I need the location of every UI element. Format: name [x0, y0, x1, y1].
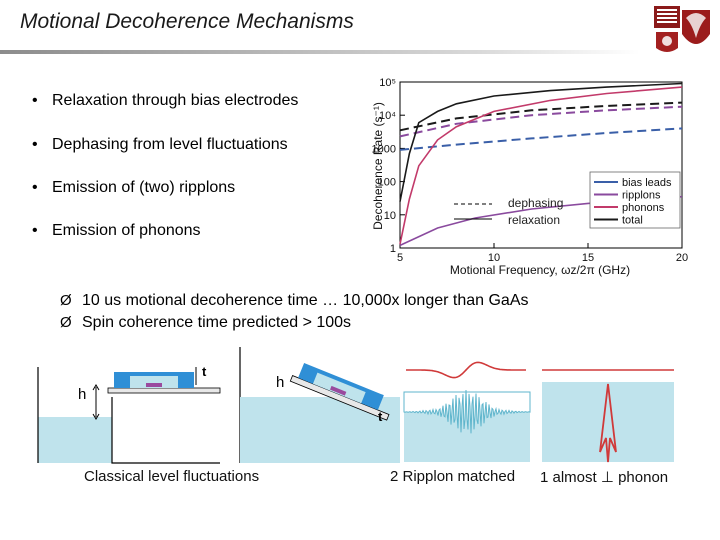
x-tick-label: 20: [676, 252, 688, 264]
y-tick-label: 1000: [372, 143, 396, 155]
series-line-phonons-solid: [399, 86, 683, 245]
helium-reservoir: [38, 417, 112, 463]
key-result-line: Ø Spin coherence time predicted > 100s: [60, 314, 352, 331]
university-crest-logo: [648, 4, 716, 56]
legend-label: ripplons: [622, 190, 661, 202]
x-axis-label: Motional Frequency, ωz/2π (GHz): [450, 263, 630, 277]
decoherence-rate-chart: 1 10 100 1000 10⁴ 10⁵ 5 10 15 20 Decoherence Rat…: [371, 77, 688, 277]
y-tick-label: 10⁴: [379, 110, 396, 122]
bullet-item: • Dephasing from level fluctuations: [32, 136, 288, 153]
x-tick-label: 15: [582, 252, 594, 264]
caption-classical: Classical level fluctuations: [84, 468, 260, 485]
thickness-label-right: t: [378, 409, 383, 424]
reservoir-wall: [111, 397, 220, 464]
x-tick-label: 10: [488, 252, 500, 264]
relaxation-legend-label: relaxation: [508, 213, 560, 227]
ripplon-diagram: [403, 361, 531, 462]
dephasing-legend-label: dephasing: [508, 196, 563, 210]
phonon-diagram: [542, 369, 674, 463]
legend-label: total: [622, 215, 643, 227]
y-tick-label: 10⁵: [379, 77, 396, 89]
series-line-ripplons-dashed: [399, 105, 683, 138]
bullet-item: • Emission of phonons: [32, 222, 201, 239]
height-label-right: h: [276, 374, 284, 391]
series-line-total-dashed: [399, 101, 683, 132]
phonon-arrow: [599, 383, 617, 463]
y-tick-label: 10: [384, 210, 396, 222]
legend-label: phonons: [622, 202, 665, 214]
bullet-item: • Relaxation through bias electrodes: [32, 92, 299, 109]
caption-ripplon: 2 Ripplon matched: [390, 468, 516, 485]
y-tick-label: 100: [378, 177, 396, 189]
caption-phonon: 1 almost ⊥ phonon: [540, 469, 669, 486]
x-tick-label: 5: [397, 252, 403, 264]
y-axis-label: Decoherence Rate (s⁻¹): [371, 102, 385, 230]
key-result-line: Ø 10 us motional decoherence time … 10,00…: [60, 292, 529, 309]
series-line-total-solid: [399, 82, 683, 202]
level-fluctuation-diagram: h t h t: [37, 347, 400, 464]
slide-title: Motional Decoherence Mechanisms: [20, 10, 354, 33]
y-tick-label: 1: [390, 243, 396, 255]
legend-label: bias leads: [622, 177, 672, 189]
series-line-bias-leads-dashed: [399, 127, 683, 151]
thickness-label-left: t: [202, 364, 207, 379]
height-label-left: h: [78, 386, 86, 403]
bullet-item: • Emission of (two) ripplons: [32, 179, 236, 196]
title-divider: [0, 50, 640, 54]
substrate-left: [107, 387, 221, 394]
